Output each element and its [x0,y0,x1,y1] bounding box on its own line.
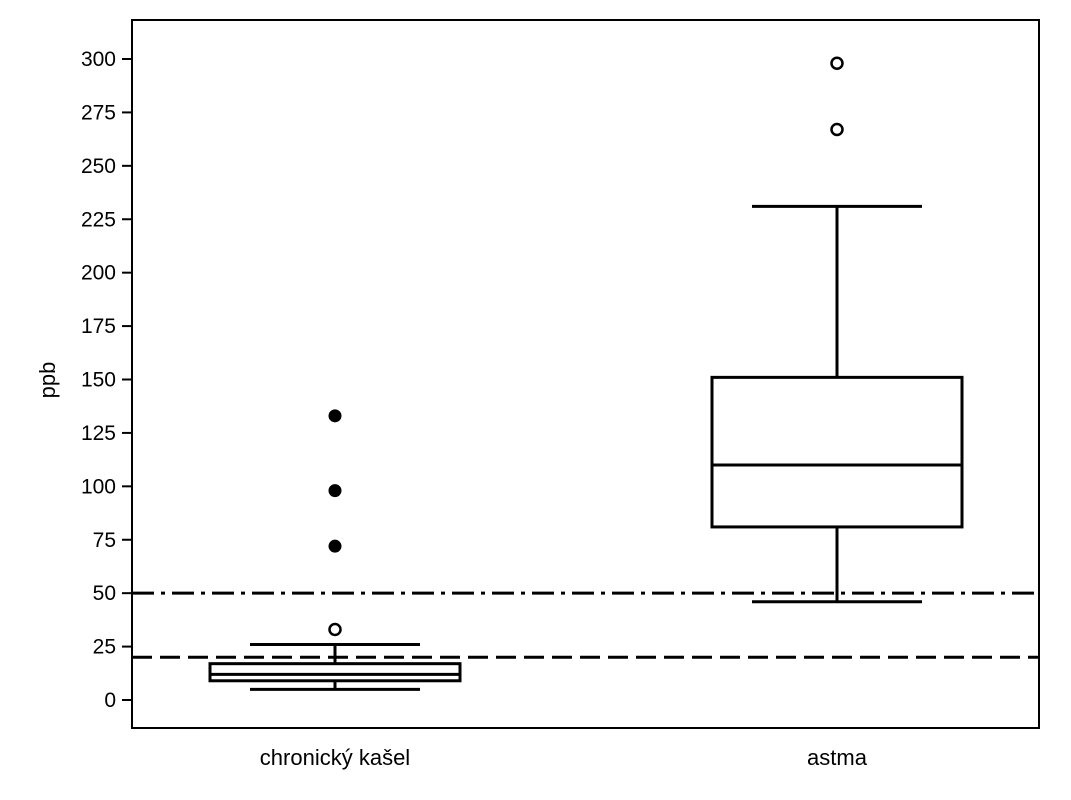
iqr-box [710,375,964,529]
extreme-outlier-point [328,409,342,423]
y-axis: 0 25 50 75 100 125 150 175 200 225 250 275 300 [81,48,132,712]
y-tick-label: 175 [81,315,116,338]
outlier-point [830,56,844,71]
y-tick-label: 225 [81,208,116,231]
y-tick-label: 50 [93,582,116,605]
y-tick-label: 25 [93,636,116,659]
extreme-outlier-point [328,484,342,498]
extreme-outlier-point [328,539,342,553]
y-tick-label: 275 [81,101,116,124]
iqr-box [208,662,462,683]
box-1 [208,409,462,691]
y-tick-label: 100 [81,475,116,498]
boxes [208,56,964,691]
y-tick-label: 0 [104,689,116,712]
outlier-point [328,622,342,637]
y-tick-label: 250 [81,155,116,178]
y-tick-label: 200 [81,262,116,285]
y-tick-label: 300 [81,48,116,71]
y-tick-label: 125 [81,422,116,445]
x-axis: chronický kašel astma [260,745,868,770]
y-tick-label: 150 [81,369,116,392]
y-axis-label: ppb [35,362,60,399]
plot-frame [131,19,1040,729]
box-2 [710,56,964,604]
x-category-label: chronický kašel [260,745,410,770]
reference-lines [132,591,1039,659]
x-category-label: astma [807,745,868,770]
outlier-point [830,122,844,137]
y-tick-label: 75 [93,529,116,552]
